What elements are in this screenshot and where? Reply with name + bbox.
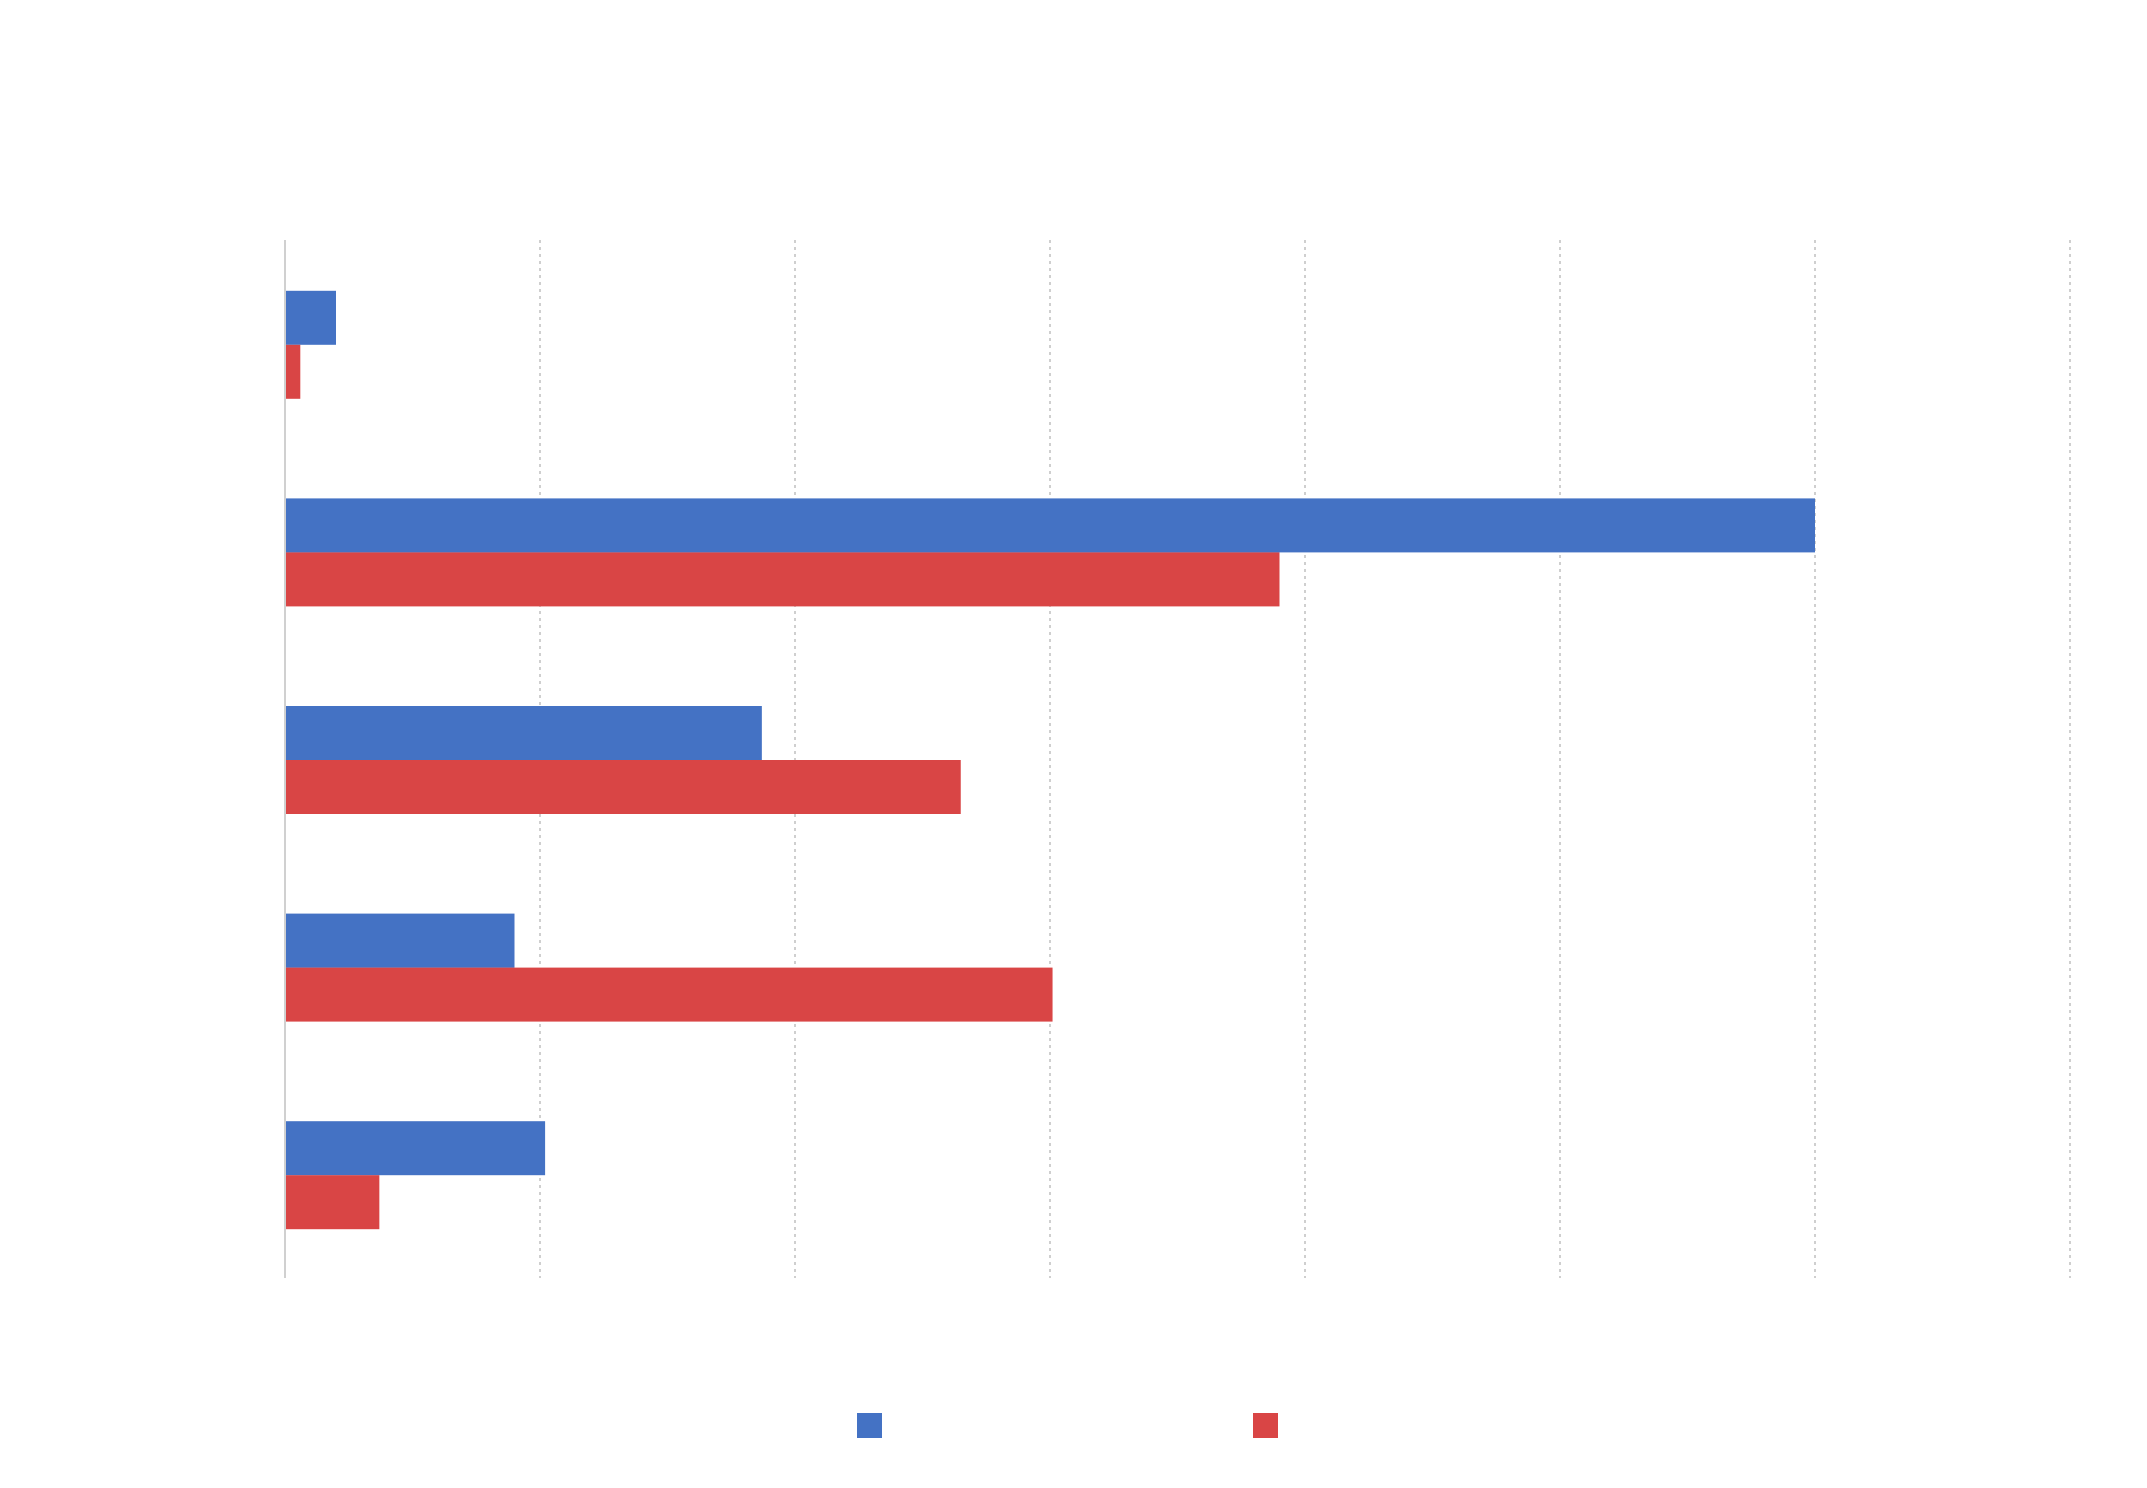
- bar-series-2-category-5: [286, 1175, 380, 1230]
- bar-series-1-category-2: [286, 498, 1815, 553]
- bar-series-2-category-2: [286, 552, 1280, 607]
- gridlines: [539, 240, 2071, 1278]
- bar-series-1-category-1: [286, 290, 336, 345]
- bar-series-2-category-3: [286, 760, 961, 814]
- bar-series-2-category-4: [286, 967, 1053, 1022]
- bars: [286, 290, 1815, 1230]
- legend: [857, 1413, 1278, 1438]
- legend-swatch-series-2: [1253, 1413, 1278, 1438]
- bar-series-1-category-4: [286, 913, 515, 968]
- legend-swatch-series-1: [857, 1413, 882, 1438]
- bar-series-2-category-1: [286, 344, 301, 399]
- bar-series-1-category-5: [286, 1121, 546, 1176]
- bar-series-1-category-3: [286, 706, 762, 760]
